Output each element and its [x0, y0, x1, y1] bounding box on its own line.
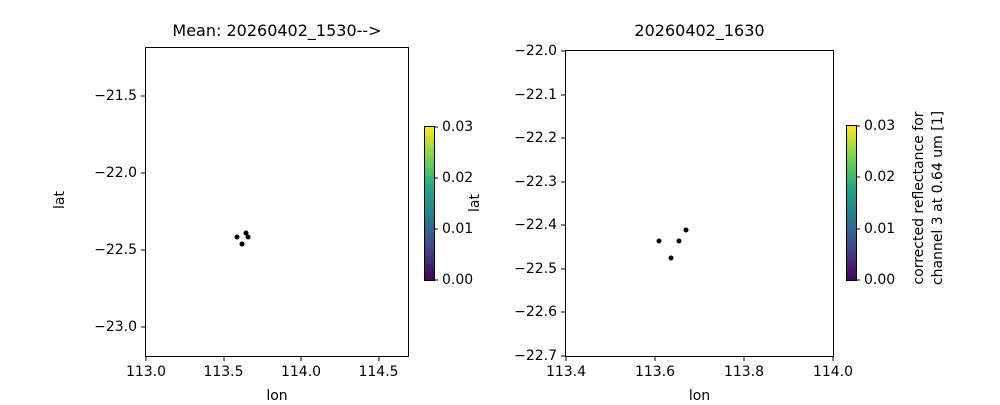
scatter-point [245, 234, 251, 240]
scatter-point [656, 238, 662, 244]
x-tick-label: 114.0 [812, 364, 854, 380]
right-colorbar-label: corrected reflectance for channel 3 at 0… [911, 110, 946, 286]
scatter-point [234, 234, 240, 240]
x-tick-mark [565, 357, 567, 361]
x-tick-label: 113.0 [125, 364, 167, 380]
y-tick-label: −22.0 [94, 164, 137, 181]
y-tick-label: −22.2 [514, 130, 557, 147]
colorbar-tick-mark [434, 126, 438, 128]
y-tick-mark [141, 249, 145, 251]
y-tick-mark [561, 224, 565, 226]
x-tick-mark [832, 357, 834, 361]
colorbar-tick-label: 0.01 [864, 220, 896, 237]
colorbar-tick-label: 0.00 [442, 272, 474, 288]
left-x-axis-label: lon [266, 388, 288, 404]
colorbar-tick-label: 0.02 [864, 169, 896, 186]
x-tick-label: 113.4 [545, 364, 587, 380]
right-plot-area: 113.4 113.6 113.8 114.0 −22.0 −22.1 −22.2 −22.3… [514, 44, 853, 379]
scatter-point [239, 241, 245, 247]
x-tick-mark [743, 357, 745, 361]
y-tick-mark [141, 95, 145, 97]
y-tick-label: −22.5 [514, 260, 557, 277]
x-tick-mark [223, 357, 224, 361]
colorbar-tick-mark [856, 125, 860, 127]
colorbar-tick-mark [434, 279, 438, 281]
scatter-point [243, 230, 249, 236]
y-tick-label: −22.3 [514, 173, 557, 190]
y-tick-label: −22.6 [514, 304, 557, 321]
x-tick-label: 113.5 [203, 364, 244, 380]
left-plot-title: Mean: 20260402_1530--> [172, 21, 382, 40]
y-tick-mark [561, 50, 565, 52]
colorbar-tick-mark [856, 279, 860, 281]
x-tick-label: 113.6 [634, 364, 676, 380]
y-tick-mark [561, 268, 565, 270]
colorbar-tick-label: 0.00 [864, 272, 896, 288]
left-y-axis-label: lat [52, 191, 68, 209]
x-tick-mark [654, 357, 656, 361]
colorbar-tick-label: 0.03 [442, 119, 474, 135]
y-tick-mark [141, 172, 145, 174]
y-tick-mark [141, 326, 145, 328]
colorbar-tick-mark [434, 228, 438, 230]
scatter-point [668, 255, 674, 261]
right-x-axis-label: lon [688, 388, 711, 404]
y-tick-mark [561, 137, 565, 139]
colorbar-tick-label: 0.03 [864, 118, 896, 134]
left-colorbar: 0.00 0.01 0.02 0.03 [424, 120, 473, 287]
y-tick-mark [561, 94, 565, 96]
y-tick-label: −23.0 [94, 318, 137, 335]
colorbar-tick-mark [856, 228, 860, 230]
right-plot-title: 20260402_1630 [634, 21, 765, 40]
x-tick-label: 114.0 [280, 364, 322, 380]
y-tick-label: −22.5 [94, 241, 137, 258]
scatter-point [683, 227, 689, 233]
x-tick-label: 114.5 [358, 364, 399, 380]
y-tick-mark [561, 181, 565, 183]
y-tick-mark [561, 311, 565, 313]
colorbar-tick-label: 0.02 [442, 170, 474, 186]
y-tick-label: −21.5 [94, 87, 137, 104]
x-tick-mark [145, 357, 147, 361]
y-tick-label: −22.1 [514, 86, 557, 103]
colorbar-tick-label: 0.01 [442, 221, 474, 237]
y-tick-mark [561, 355, 565, 357]
scatter-point [676, 238, 682, 244]
y-tick-label: −22.4 [514, 217, 557, 234]
colorbar-tick-mark [856, 176, 860, 178]
x-tick-mark [378, 357, 380, 361]
y-tick-label: −22.7 [514, 348, 557, 364]
x-tick-mark [300, 357, 302, 361]
right-colorbar: 0.00 0.01 0.02 0.03 [846, 119, 895, 287]
right-y-axis-label: lat [467, 194, 483, 212]
colorbar-tick-mark [434, 177, 438, 179]
x-tick-label: 113.8 [723, 364, 765, 380]
y-tick-label: −22.0 [514, 43, 557, 59]
left-plot-area: 113.0 113.5 114.0 114.5 −21.5 −22.0 −22.5 −23.0 [94, 47, 409, 379]
